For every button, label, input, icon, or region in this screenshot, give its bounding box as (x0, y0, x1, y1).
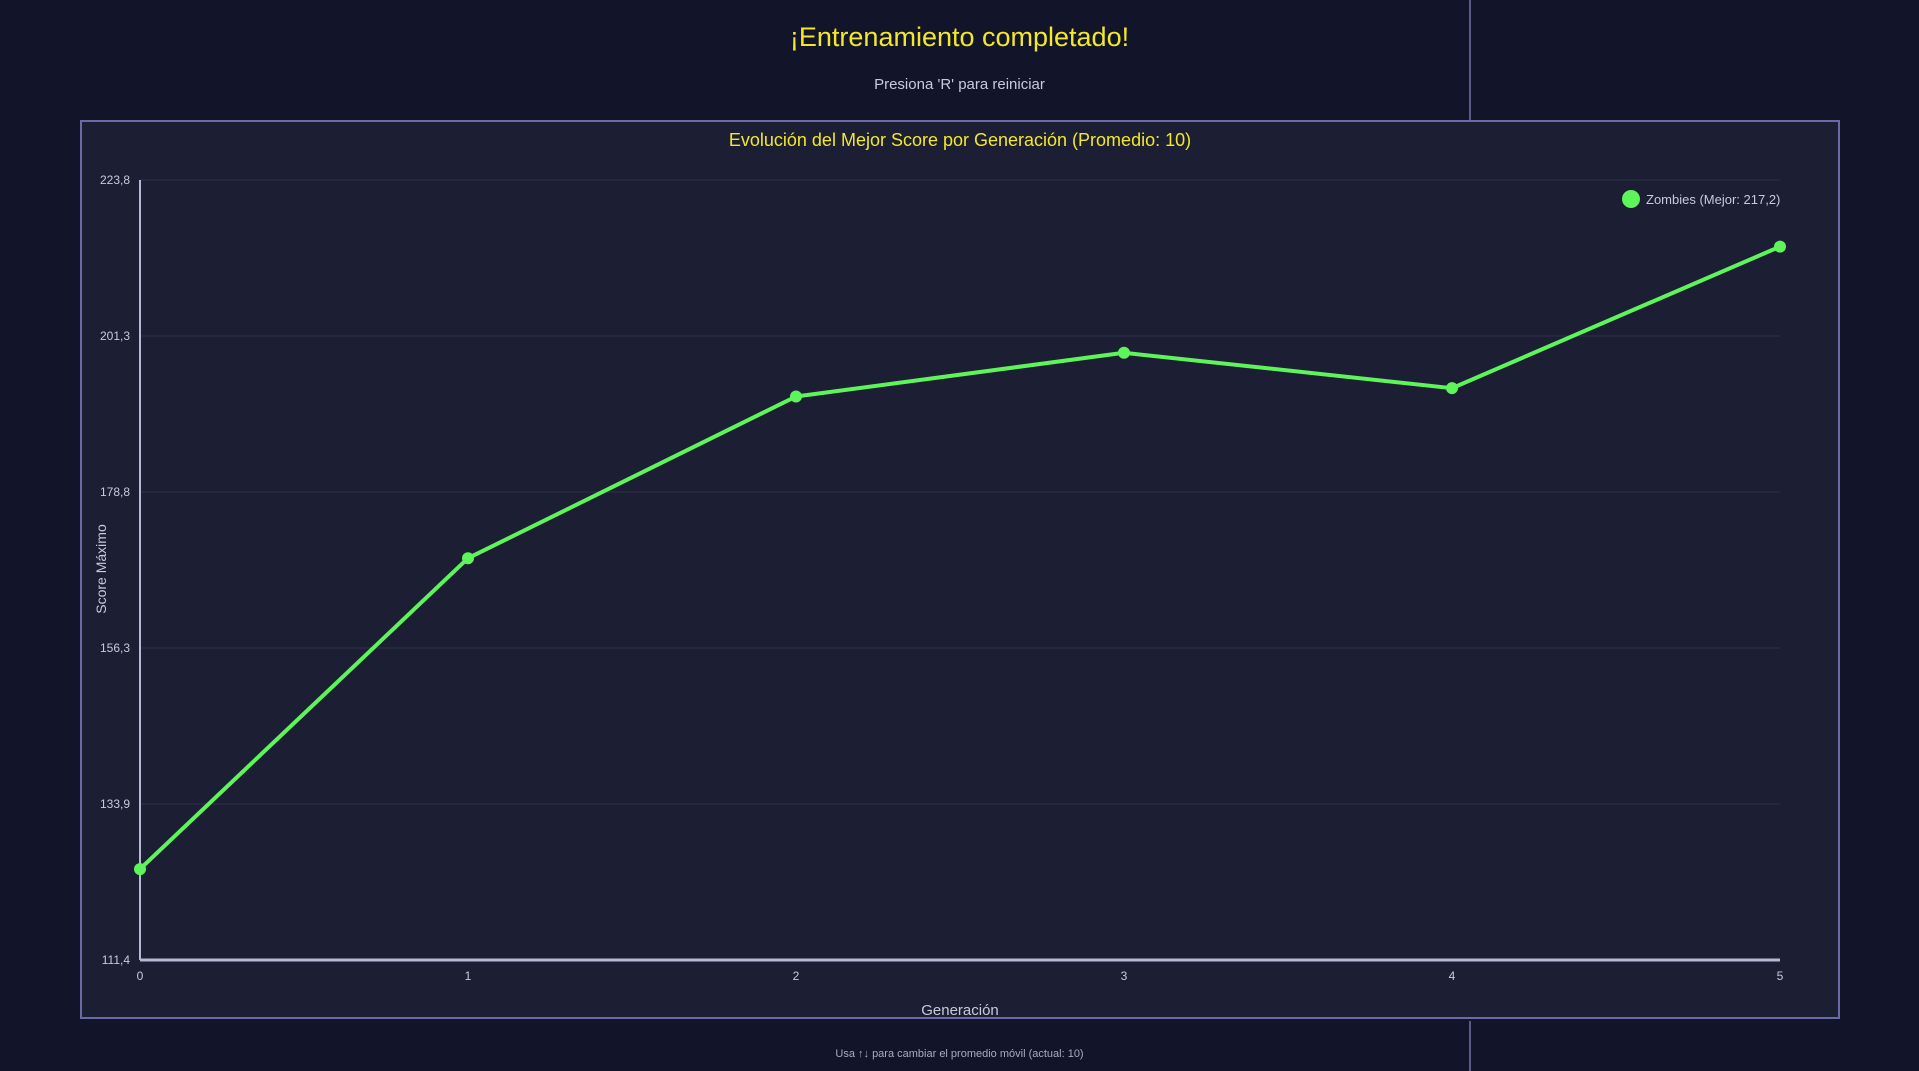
moving-average-hint: Usa ↑↓ para cambiar el promedio móvil (a… (835, 1048, 1084, 1060)
series-line (138, 244, 1781, 871)
x-tick-label: 1 (465, 969, 472, 983)
x-tick-label: 5 (1777, 969, 1784, 983)
grid-layer (140, 179, 1780, 805)
x-tick-label: 4 (1449, 969, 1456, 983)
x-tick-label: 3 (1121, 969, 1128, 983)
training-complete-title: ¡Entrenamiento completado! (789, 22, 1130, 52)
x-tick-label: 0 (137, 969, 144, 983)
data-point (134, 863, 146, 876)
chart-panel: Evolución del Mejor Score por Generación… (80, 120, 1840, 1019)
x-tick-label: 2 (793, 969, 800, 983)
y-axis-label: Score Máximo (93, 524, 109, 614)
y-tick-label: 223,8 (100, 173, 130, 187)
y-tick-label: 178,8 (100, 485, 130, 499)
data-point (1118, 346, 1130, 359)
score-line-chart: Evolución del Mejor Score por Generación… (93, 130, 1786, 1017)
axis-layer: 111,4 133,9 156,3 178,8 201,3 223,8 0 1 2 3 4 5 (100, 173, 1784, 983)
series-layer (134, 240, 1786, 876)
vertical-divider-top (1469, 0, 1471, 120)
legend-marker (1622, 190, 1640, 208)
data-point (1774, 240, 1786, 253)
data-point (462, 552, 474, 565)
y-tick-label: 111,4 (102, 953, 131, 967)
legend-label: Zombies (Mejor: 217,2) (1646, 192, 1780, 207)
x-axis-label: Generación (921, 1002, 999, 1017)
y-tick-label: 133,9 (100, 797, 130, 811)
y-tick-label: 156,3 (100, 641, 130, 655)
data-point (1446, 382, 1458, 395)
y-tick-label: 201,3 (100, 329, 130, 343)
data-point (790, 390, 802, 403)
restart-hint: Presiona 'R' para reiniciar (874, 76, 1045, 93)
legend: Zombies (Mejor: 217,2) (1622, 190, 1780, 208)
vertical-divider-bottom (1469, 1021, 1471, 1071)
chart-title: Evolución del Mejor Score por Generación… (729, 130, 1191, 150)
